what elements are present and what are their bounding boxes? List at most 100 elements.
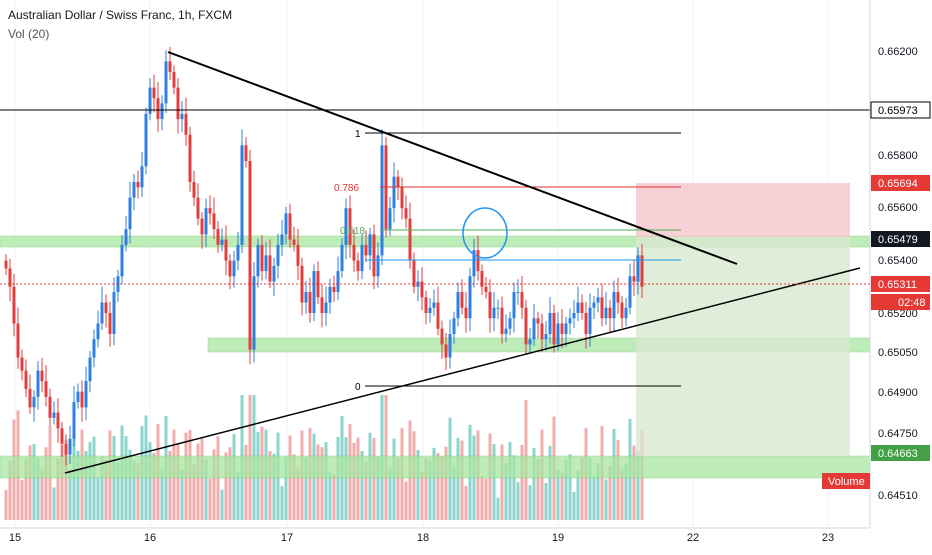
candle-body bbox=[212, 213, 216, 230]
candle-body bbox=[632, 276, 636, 282]
volume-bar bbox=[520, 445, 524, 520]
candle-body bbox=[440, 328, 444, 345]
candle-body bbox=[392, 176, 396, 209]
fib-label: 1 bbox=[355, 129, 361, 140]
candle-body bbox=[628, 276, 632, 308]
volume-bar bbox=[168, 450, 172, 520]
volume-bar bbox=[64, 439, 68, 520]
y-tick-label: 0.64750 bbox=[878, 428, 918, 440]
volume-bar bbox=[436, 453, 440, 520]
volume-bar bbox=[212, 449, 216, 520]
candle-body bbox=[572, 312, 576, 319]
candle-body bbox=[72, 402, 76, 439]
price-tag-bg bbox=[871, 231, 930, 247]
candle-body bbox=[452, 318, 456, 334]
candle-body bbox=[588, 307, 592, 334]
volume-bar bbox=[268, 451, 272, 520]
volume-bar bbox=[204, 459, 208, 520]
candle-body bbox=[312, 271, 316, 313]
candle-body bbox=[332, 286, 336, 293]
volume-bar bbox=[456, 437, 460, 520]
take-profit-zone bbox=[636, 237, 850, 456]
y-tick-label: 0.65050 bbox=[878, 347, 918, 359]
candle-body bbox=[424, 297, 428, 313]
volume-bar bbox=[560, 472, 564, 520]
x-tick-label: 19 bbox=[552, 532, 564, 544]
volume-bar bbox=[220, 489, 224, 520]
candle-body bbox=[524, 307, 528, 345]
candle-body bbox=[344, 208, 348, 245]
volume-bar bbox=[416, 450, 420, 520]
price-tag-label: 0.65694 bbox=[878, 178, 918, 190]
volume-bar bbox=[320, 447, 324, 520]
candle-body bbox=[456, 292, 460, 319]
volume-bar bbox=[512, 455, 516, 520]
candle-body bbox=[16, 323, 20, 358]
candle-body bbox=[128, 197, 132, 230]
candle-body bbox=[360, 244, 364, 272]
volume-bar bbox=[424, 458, 428, 520]
candle-body bbox=[56, 412, 60, 429]
volume-bar bbox=[200, 438, 204, 520]
demand-zone bbox=[0, 455, 871, 479]
volume-bar bbox=[304, 457, 308, 520]
y-tick-label: 0.65600 bbox=[878, 202, 918, 214]
candle-body bbox=[248, 161, 252, 350]
candle-body bbox=[584, 312, 588, 334]
volume-bar bbox=[608, 466, 612, 520]
volume-bar bbox=[332, 474, 336, 520]
price-tag-bg bbox=[871, 276, 930, 292]
volume-bar bbox=[52, 487, 56, 520]
volume-bar bbox=[60, 445, 64, 520]
candle-body bbox=[168, 61, 172, 72]
volume-bar bbox=[588, 457, 592, 520]
volume-bar bbox=[516, 482, 520, 520]
candle-body bbox=[364, 244, 368, 256]
volume-bar bbox=[180, 469, 184, 520]
x-tick-label: 17 bbox=[281, 532, 293, 544]
volume-bar bbox=[104, 459, 108, 520]
candle-body bbox=[624, 307, 628, 319]
candle-body bbox=[580, 302, 584, 313]
candle-body bbox=[260, 244, 264, 272]
candle-body bbox=[148, 87, 152, 114]
candle-body bbox=[488, 292, 492, 319]
volume-bar bbox=[224, 452, 228, 520]
volume-bar bbox=[372, 438, 376, 520]
volume-bar bbox=[40, 468, 44, 520]
candle-body bbox=[448, 333, 452, 358]
candle-body bbox=[92, 339, 96, 358]
candle-body bbox=[544, 333, 548, 340]
candle-body bbox=[548, 312, 552, 334]
volume-bar bbox=[596, 463, 600, 520]
candle-body bbox=[356, 260, 360, 272]
price-tag-bg bbox=[871, 294, 930, 310]
candle-body bbox=[200, 218, 204, 235]
candle-body bbox=[288, 213, 292, 240]
volume-bar bbox=[452, 467, 456, 520]
volume-bar bbox=[580, 457, 584, 520]
volume-bar bbox=[604, 479, 608, 520]
volume-bar bbox=[392, 438, 396, 520]
candle-body bbox=[224, 239, 228, 261]
price-tag-label: 0.65973 bbox=[878, 105, 918, 117]
candle-body bbox=[292, 239, 296, 245]
candle-body bbox=[616, 292, 620, 303]
volume-bar bbox=[492, 444, 496, 520]
candle-body bbox=[232, 260, 236, 277]
volume-bar bbox=[44, 447, 48, 520]
price-tag-label: 0.64663 bbox=[878, 448, 918, 460]
fib-label: 0 bbox=[355, 382, 361, 393]
volume-bar bbox=[568, 454, 572, 520]
candle-body bbox=[444, 344, 448, 358]
price-axis-bg bbox=[870, 0, 932, 550]
y-tick-label: 0.66200 bbox=[878, 46, 918, 58]
volume-bar bbox=[500, 444, 504, 520]
volume-bar bbox=[8, 460, 12, 520]
candle-body bbox=[48, 396, 52, 418]
candle-body bbox=[216, 229, 220, 245]
candle-body bbox=[52, 412, 56, 418]
x-tick-label: 15 bbox=[9, 532, 21, 544]
